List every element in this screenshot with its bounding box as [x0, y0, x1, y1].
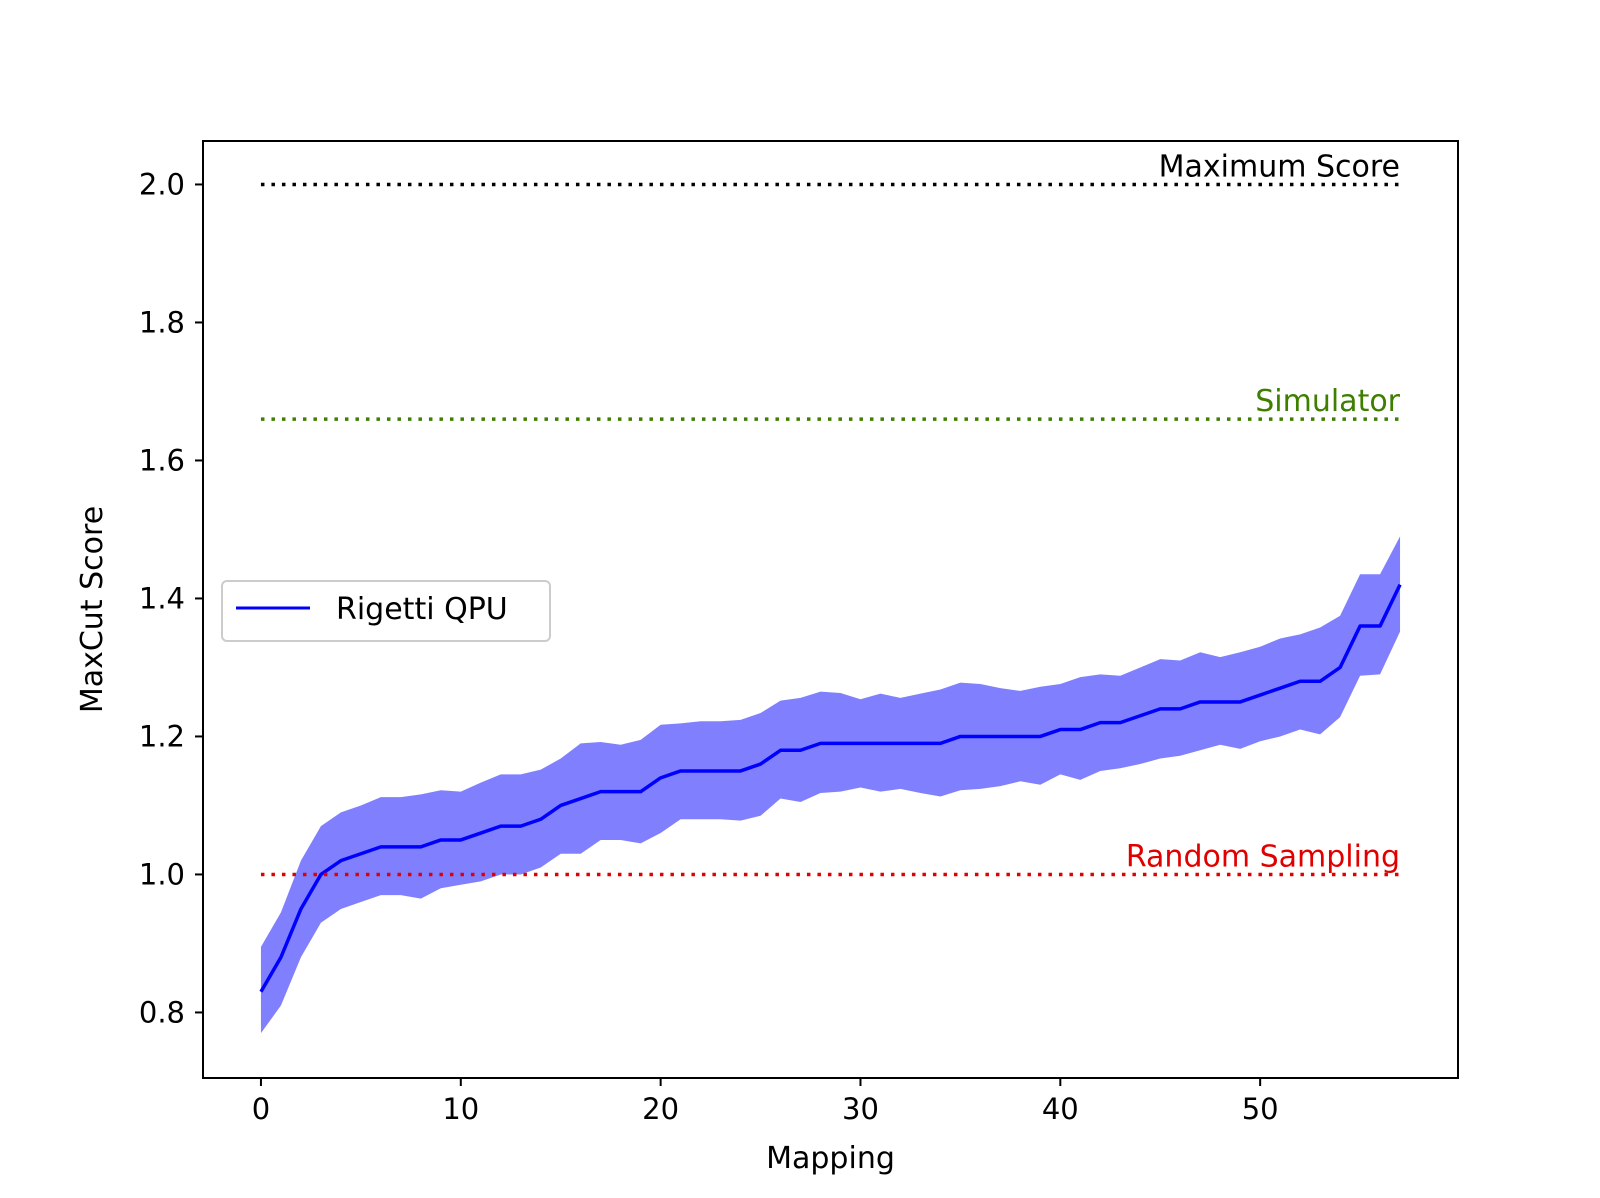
x-axis-label: Mapping [766, 1141, 895, 1176]
y-tick-label-1: 1.0 [139, 857, 185, 891]
x-tick-label-4: 40 [1042, 1092, 1079, 1126]
reference-label-1: Simulator [1255, 384, 1400, 419]
reference-label-0: Maximum Score [1159, 149, 1400, 184]
plot-area [259, 536, 1402, 1034]
legend-label-rigetti-qpu: Rigetti QPU [336, 592, 508, 627]
y-tick-label-3: 1.4 [139, 581, 185, 615]
y-tick-label-2: 1.2 [139, 719, 185, 753]
x-tick-label-3: 30 [842, 1092, 879, 1126]
y-tick-label-6: 2.0 [139, 167, 185, 201]
y-tick-label-4: 1.6 [139, 443, 185, 477]
reference-lines: Maximum Score Simulator Random Sampling [260, 149, 1401, 877]
x-axis-ticks: 0 10 20 30 40 50 [252, 1078, 1279, 1126]
legend: Rigetti QPU [221, 580, 551, 642]
x-tick-label-0: 0 [252, 1092, 270, 1126]
y-axis-label: MaxCut Score [75, 506, 110, 713]
series-line-0 [259, 583, 1402, 993]
x-tick-label-2: 20 [642, 1092, 679, 1126]
y-tick-label-5: 1.8 [139, 305, 185, 339]
axes-frame [202, 140, 1459, 1079]
x-tick-label-5: 50 [1242, 1092, 1279, 1126]
y-tick-label-0: 0.8 [139, 995, 185, 1029]
y-axis-ticks: 0.8 1.0 1.2 1.4 1.6 1.8 2.0 [139, 167, 203, 1029]
legend-box [221, 580, 551, 642]
x-tick-label-1: 10 [442, 1092, 479, 1126]
confidence-band-series-0 [260, 536, 1401, 1034]
reference-label-2: Random Sampling [1126, 839, 1400, 874]
